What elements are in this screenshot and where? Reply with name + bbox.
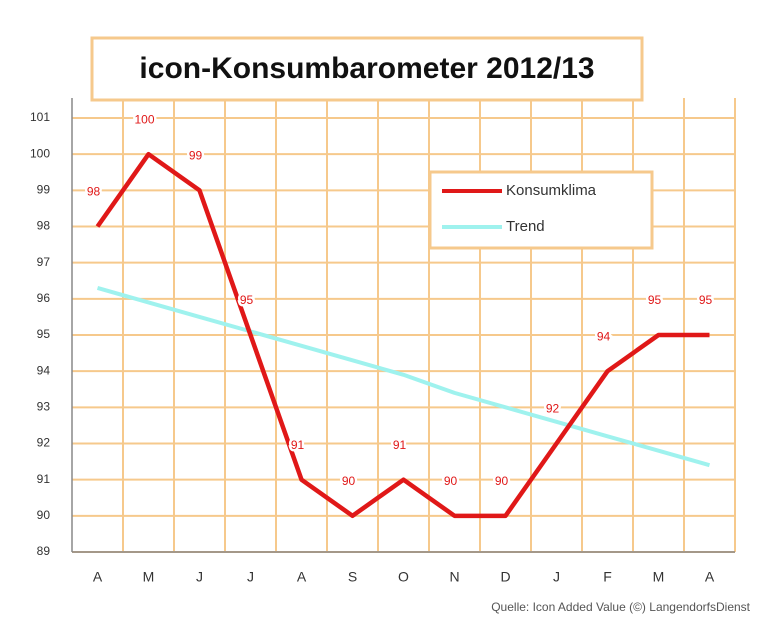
x-tick-label: A	[93, 569, 103, 585]
data-label: 95	[240, 293, 254, 307]
y-tick-label: 98	[37, 219, 51, 233]
title-box	[90, 36, 644, 102]
y-tick-label: 96	[37, 291, 51, 305]
y-tick-label: 95	[37, 327, 51, 341]
x-tick-label: O	[398, 569, 409, 585]
y-tick-label: 89	[37, 544, 51, 558]
x-tick-label: N	[449, 569, 459, 585]
data-label: 92	[546, 402, 560, 416]
x-tick-label: M	[143, 569, 155, 585]
y-tick-label: 100	[30, 146, 50, 160]
y-tick-label: 92	[37, 436, 51, 450]
y-tick-label: 101	[30, 110, 50, 124]
data-label: 90	[342, 474, 356, 488]
x-tick-label: F	[603, 569, 612, 585]
legend-label: Trend	[506, 218, 545, 235]
legend-box	[428, 170, 654, 250]
data-label: 90	[444, 474, 458, 488]
x-tick-label: J	[196, 569, 203, 585]
x-tick-label: A	[705, 569, 715, 585]
series-line	[95, 151, 710, 519]
chart-title: icon-Konsumbarometer 2012/13	[139, 52, 594, 85]
data-label: 100	[134, 112, 154, 126]
y-tick-label: 97	[37, 255, 51, 269]
y-tick-label: 94	[37, 363, 51, 377]
data-label: 95	[699, 293, 713, 307]
x-tick-label: M	[653, 569, 665, 585]
data-label: 94	[597, 329, 611, 343]
x-tick-label: J	[553, 569, 560, 585]
data-label: 95	[648, 293, 662, 307]
series-line	[96, 286, 711, 468]
data-label: 91	[393, 438, 407, 452]
y-tick-label: 99	[37, 183, 51, 197]
y-tick-label: 91	[37, 472, 51, 486]
x-tick-label: A	[297, 569, 307, 585]
grid	[72, 98, 736, 553]
x-tick-label: J	[247, 569, 254, 585]
x-tick-label: S	[348, 569, 357, 585]
legend-label: Konsumklima	[506, 182, 597, 199]
data-label: 90	[495, 474, 509, 488]
data-label: 98	[87, 185, 101, 199]
data-label: 91	[291, 438, 305, 452]
source-note: Quelle: Icon Added Value (©) Langendorfs…	[491, 600, 750, 614]
x-tick-label: D	[500, 569, 510, 585]
marks: 98 100 99 95 91 90 91 90 90 92 94 95 95	[84, 110, 715, 519]
data-label: 99	[189, 149, 203, 163]
y-tick-label: 90	[37, 508, 51, 522]
y-tick-label: 93	[37, 400, 51, 414]
